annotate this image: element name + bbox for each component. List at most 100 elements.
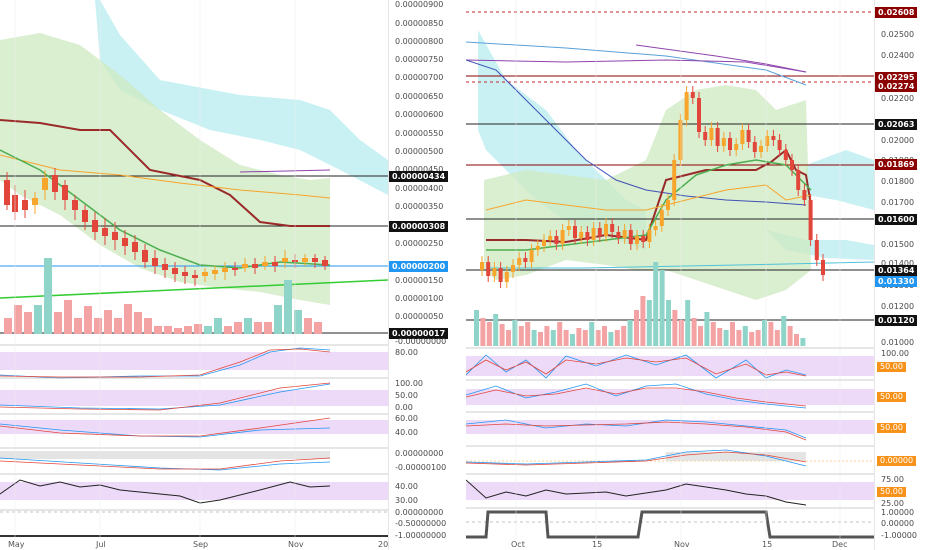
volume-bar	[525, 322, 531, 346]
price-tick: 0.01000	[881, 338, 915, 347]
candle-body	[92, 220, 98, 232]
ichimoku-cloud	[95, 0, 388, 195]
volume-bar	[34, 305, 42, 334]
right-price-axis[interactable]: 0.02500 0.02400 0.02200 0.02000 0.01900 …	[874, 0, 932, 550]
time-label-oct: Oct	[511, 540, 525, 549]
candle-body	[523, 258, 528, 262]
volume-bar	[582, 330, 588, 346]
candle-body	[721, 138, 726, 146]
price-tag-black: 0.00000434	[389, 171, 449, 182]
volume-bar	[14, 305, 22, 334]
candle-body	[641, 236, 646, 242]
stoch-pane	[466, 347, 874, 379]
volume-bar	[474, 310, 479, 346]
candle-body	[232, 268, 238, 270]
vertical-grid	[515, 0, 841, 540]
volume-bar	[104, 310, 112, 334]
signal-tick: 1.00000	[881, 508, 915, 517]
macd-pane	[466, 445, 874, 467]
volume-bar	[762, 320, 767, 346]
candle-body	[566, 226, 571, 230]
volume-bar	[749, 332, 755, 346]
candle-body	[579, 232, 584, 238]
candle-body	[796, 170, 801, 190]
volume-bar	[204, 326, 212, 334]
signal-tick: 0.00000000	[395, 508, 444, 517]
ma-orange	[0, 154, 331, 199]
stoch-level-badge: 50.00	[877, 362, 906, 372]
price-tick: 0.02000	[881, 136, 915, 145]
rsi-pane	[0, 413, 388, 438]
candle-body	[272, 262, 278, 266]
adx-tick: 40.00	[395, 482, 418, 491]
candle-body	[142, 250, 148, 262]
price-tick: 0.01400	[881, 259, 915, 268]
time-label-nov: Nov	[288, 540, 304, 549]
volume-bar	[184, 326, 192, 334]
ma-dark-red	[486, 148, 812, 244]
volume-bar	[314, 322, 322, 334]
adx-tick: 30.00	[395, 496, 418, 505]
ma-purple-2	[635, 44, 807, 73]
trend-line	[0, 279, 388, 299]
volume-bar	[114, 318, 122, 334]
candle-body	[821, 260, 825, 275]
volume-bar	[666, 300, 671, 346]
left-price-axis[interactable]: 0.00000900 0.00000850 0.00000800 0.00000…	[388, 0, 467, 550]
rsi-pane	[466, 411, 874, 441]
volume-bar	[608, 332, 614, 346]
price-tag-black: 0.00000017	[389, 328, 449, 339]
candle-body	[616, 232, 621, 238]
candle-body	[734, 144, 739, 150]
volume-bar	[54, 312, 62, 334]
volume-bar	[264, 322, 272, 334]
price-tag-current: 0.00000200	[389, 261, 449, 272]
candle-body	[202, 272, 208, 276]
price-tick: 0.00000800	[395, 37, 444, 46]
candle-body	[554, 236, 559, 244]
volume-bar	[224, 326, 232, 334]
left-chart-canvas[interactable]	[0, 0, 388, 550]
candle-body	[628, 230, 633, 244]
volume-bar	[602, 326, 607, 346]
bollinger-band	[0, 33, 330, 305]
candle-body	[242, 264, 248, 268]
volume-bars	[474, 262, 806, 346]
candle-body	[709, 128, 714, 140]
price-tick: 0.00000700	[395, 73, 444, 82]
candle-body	[560, 230, 565, 244]
right-chart-pane[interactable]: Oct 15 Nov 15 Dec	[466, 0, 932, 550]
candle-body	[162, 264, 168, 270]
volume-bar	[94, 318, 102, 334]
volume-bar	[254, 322, 262, 334]
candle-body	[22, 200, 28, 210]
candle-body	[42, 178, 48, 190]
volume-bar	[755, 330, 761, 346]
stoch2-tick: 100.00	[395, 379, 423, 388]
volume-bar	[304, 318, 312, 334]
signal-tick: -1.00000000	[395, 531, 447, 540]
volume-bar	[4, 318, 12, 334]
stoch-pane	[0, 344, 388, 379]
adx-pane	[0, 473, 388, 504]
vertical-grid	[14, 0, 296, 540]
right-chart-canvas[interactable]	[466, 0, 932, 550]
volume-bar	[634, 310, 639, 346]
price-tag-black: 0.01364	[875, 265, 918, 276]
volume-bar	[691, 318, 697, 346]
candle-body	[802, 190, 807, 200]
stoch2-level-badge: 50.00	[877, 392, 906, 402]
candle-body	[635, 236, 639, 244]
left-chart-pane[interactable]: May Jul Sep Nov 20	[0, 0, 388, 550]
candle-body	[684, 92, 689, 120]
volume-bar	[800, 338, 806, 346]
candle-body	[535, 246, 540, 250]
ma-dark-red	[0, 119, 330, 227]
volume-bar	[576, 328, 582, 346]
price-tick: 0.00000150	[395, 276, 444, 285]
volume-bar	[570, 334, 575, 346]
volume-bar	[493, 314, 499, 346]
candle-body	[740, 130, 745, 144]
candle-body	[622, 230, 627, 238]
volume-bar	[124, 304, 132, 334]
